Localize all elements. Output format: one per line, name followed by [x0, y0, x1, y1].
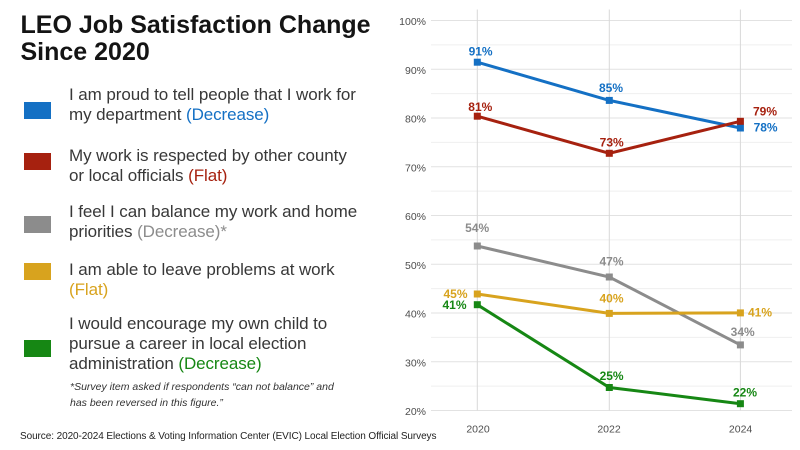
svg-text:73%: 73%: [600, 136, 624, 150]
svg-text:2022: 2022: [597, 423, 621, 435]
svg-text:2024: 2024: [729, 423, 753, 435]
svg-text:22%: 22%: [733, 386, 757, 400]
svg-text:100%: 100%: [399, 16, 426, 28]
svg-text:47%: 47%: [599, 255, 623, 269]
svg-text:40%: 40%: [405, 309, 426, 321]
svg-text:90%: 90%: [405, 65, 426, 77]
svg-text:91%: 91%: [469, 44, 493, 58]
svg-text:54%: 54%: [465, 221, 489, 235]
svg-text:80%: 80%: [405, 114, 426, 126]
svg-text:60%: 60%: [405, 211, 426, 223]
svg-text:79%: 79%: [753, 104, 777, 118]
svg-text:81%: 81%: [468, 100, 492, 114]
svg-text:34%: 34%: [731, 325, 755, 339]
svg-text:85%: 85%: [599, 81, 623, 95]
svg-text:70%: 70%: [405, 162, 426, 174]
svg-text:2020: 2020: [466, 423, 490, 435]
svg-text:45%: 45%: [443, 287, 467, 301]
svg-text:50%: 50%: [405, 260, 426, 272]
svg-text:41%: 41%: [442, 298, 466, 312]
svg-text:41%: 41%: [748, 305, 772, 319]
svg-text:20%: 20%: [405, 406, 426, 418]
svg-text:30%: 30%: [405, 357, 426, 369]
svg-text:25%: 25%: [600, 369, 624, 383]
svg-text:78%: 78%: [754, 120, 778, 134]
svg-text:40%: 40%: [599, 292, 623, 306]
